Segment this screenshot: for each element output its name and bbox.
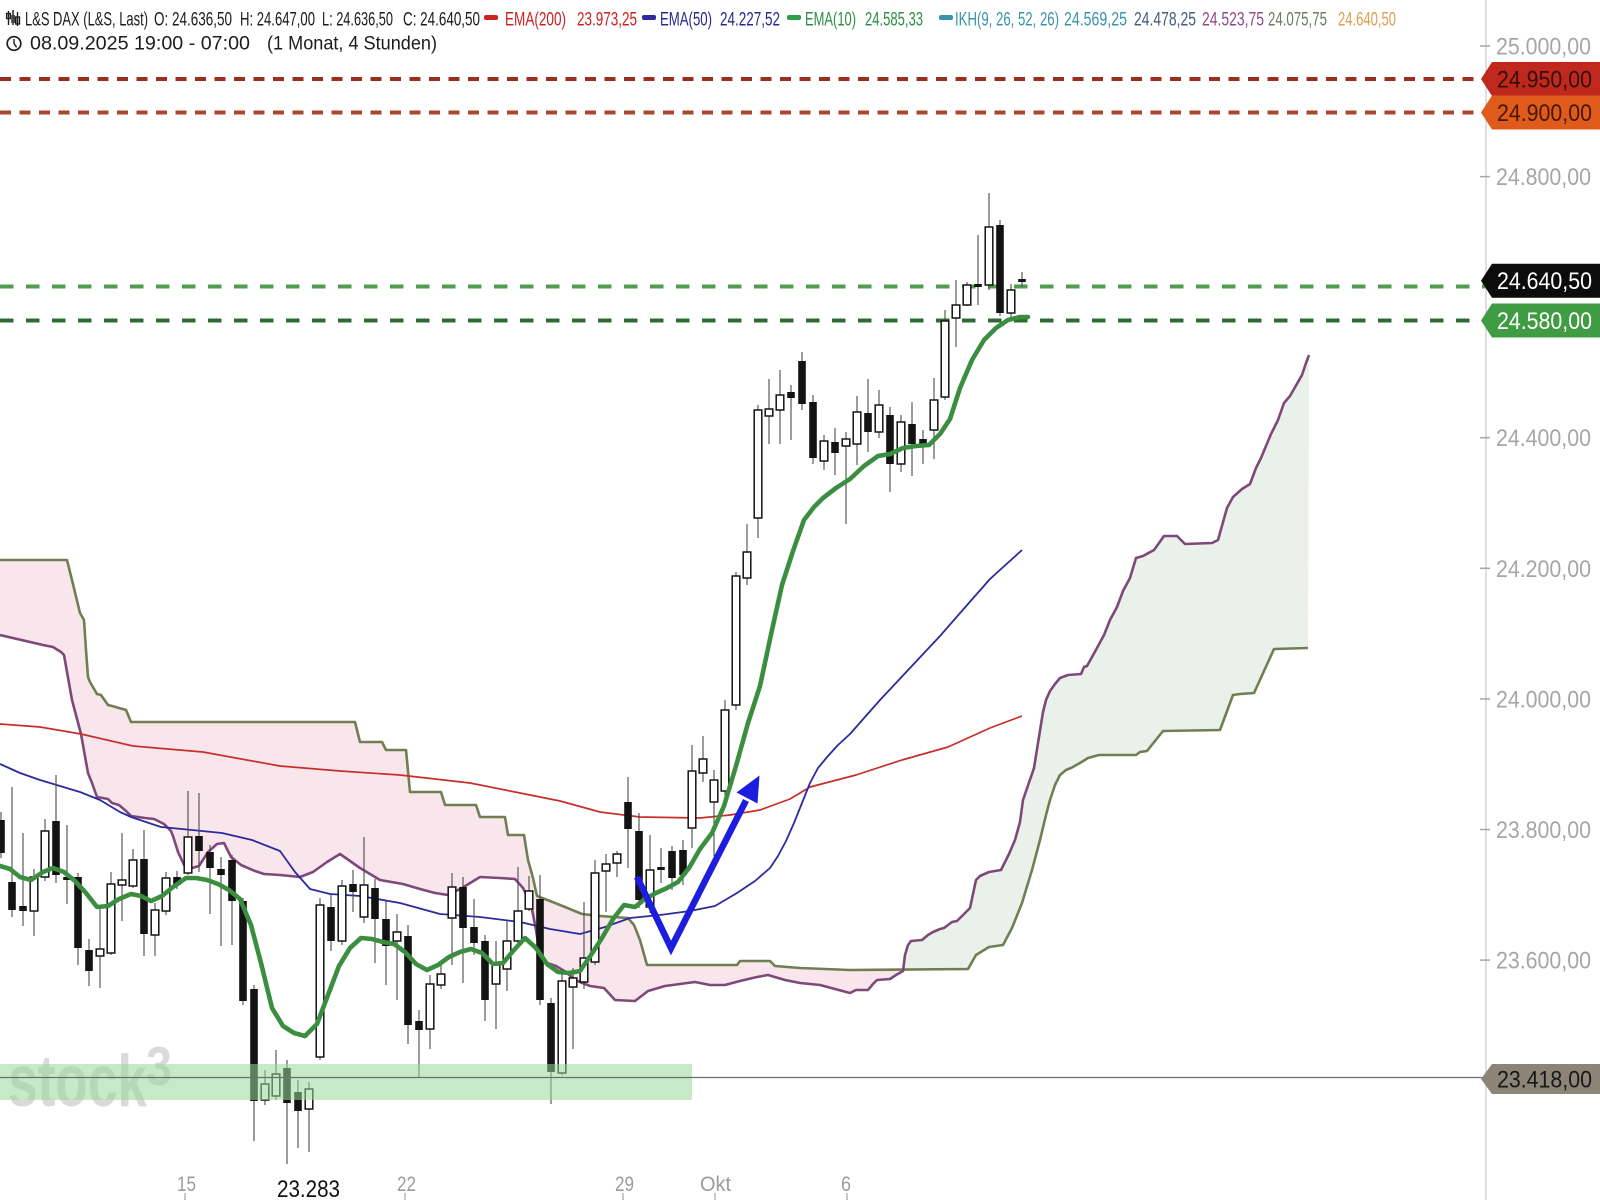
svg-text:EMA(200): EMA(200)	[505, 10, 566, 31]
svg-text:29: 29	[615, 1173, 634, 1196]
svg-text:O: 24.636,50: O: 24.636,50	[154, 10, 232, 31]
svg-text:23.800,00: 23.800,00	[1496, 817, 1591, 844]
svg-text:24.400,00: 24.400,00	[1496, 425, 1591, 452]
svg-text:23.600,00: 23.600,00	[1496, 948, 1591, 975]
svg-text:24.800,00: 24.800,00	[1496, 164, 1591, 191]
svg-text:24.569,25: 24.569,25	[1064, 10, 1127, 31]
svg-text:6: 6	[841, 1173, 851, 1196]
svg-text:Okt: Okt	[700, 1173, 731, 1196]
svg-text:24.523,75: 24.523,75	[1202, 10, 1264, 31]
svg-text:23.283: 23.283	[277, 1176, 340, 1200]
svg-text:IKH(9, 26, 52, 26): IKH(9, 26, 52, 26)	[955, 10, 1059, 31]
svg-text:24.478,25: 24.478,25	[1134, 10, 1196, 31]
svg-text:08.09.2025 19:00 - 07:00: 08.09.2025 19:00 - 07:00	[30, 34, 250, 55]
svg-text:15: 15	[177, 1173, 196, 1196]
svg-text:24.640,50: 24.640,50	[1497, 268, 1592, 295]
svg-text:22: 22	[397, 1173, 416, 1196]
svg-text:24.580,00: 24.580,00	[1497, 308, 1592, 335]
svg-text:L: 24.636,50: L: 24.636,50	[322, 10, 393, 31]
svg-text:24.200,00: 24.200,00	[1496, 556, 1591, 583]
svg-text:H: 24.647,00: H: 24.647,00	[240, 10, 315, 31]
svg-text:24.950,00: 24.950,00	[1497, 67, 1592, 94]
svg-text:23.418,00: 23.418,00	[1497, 1067, 1592, 1094]
svg-text:EMA(50): EMA(50)	[660, 10, 712, 31]
svg-text:24.075,75: 24.075,75	[1268, 10, 1327, 31]
svg-text:(1 Monat, 4 Stunden): (1 Monat, 4 Stunden)	[267, 34, 437, 55]
svg-text:L&S DAX (L&S, Last): L&S DAX (L&S, Last)	[25, 10, 148, 31]
svg-text:25.000,00: 25.000,00	[1496, 34, 1591, 61]
svg-text:24.640,50: 24.640,50	[1338, 10, 1396, 31]
svg-text:24.000,00: 24.000,00	[1496, 686, 1591, 713]
svg-text:24.227,52: 24.227,52	[720, 10, 780, 31]
svg-text:24.585,33: 24.585,33	[865, 10, 923, 31]
svg-text:EMA(10): EMA(10)	[805, 10, 856, 31]
svg-text:24.900,00: 24.900,00	[1497, 100, 1592, 127]
svg-text:23.973,25: 23.973,25	[577, 10, 637, 31]
svg-text:C: 24.640,50: C: 24.640,50	[403, 10, 480, 31]
